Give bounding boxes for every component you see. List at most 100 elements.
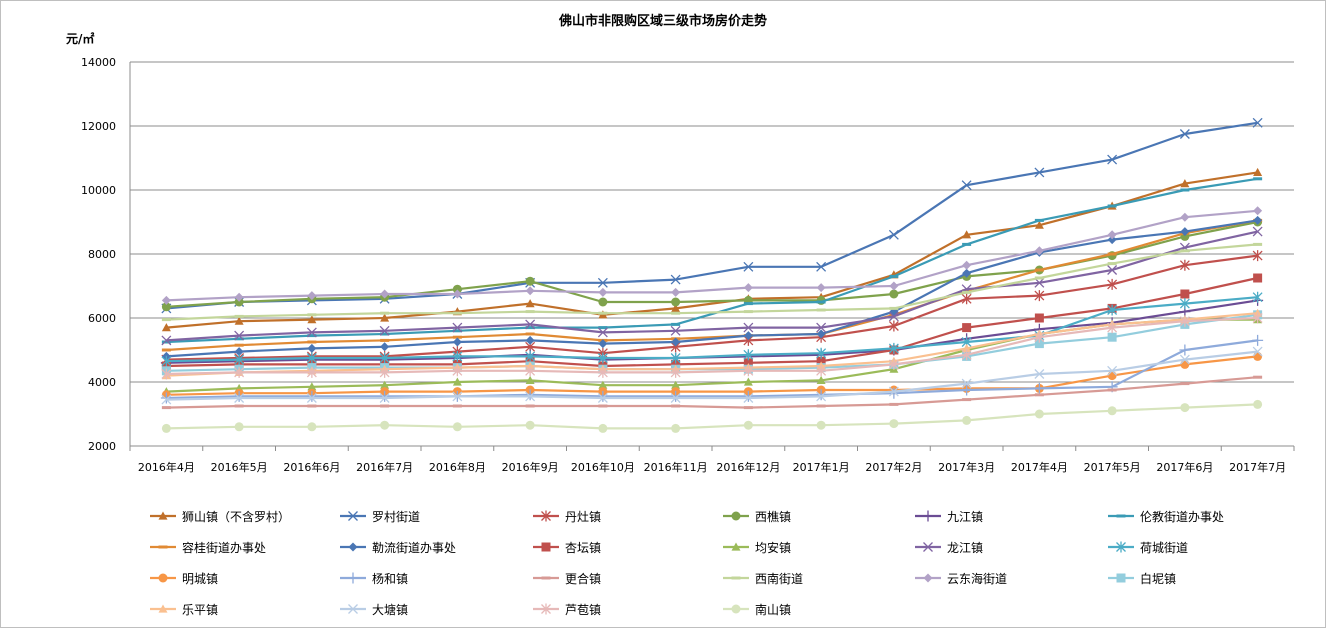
legend-item: 荷城街道 xyxy=(1108,537,1188,557)
legend-label: 容桂街道办事处 xyxy=(182,540,267,555)
series-line xyxy=(166,276,1258,368)
data-point xyxy=(888,320,899,332)
legend-swatch xyxy=(915,510,941,522)
series-16 xyxy=(161,242,1263,322)
legend-item: 大塘镇 xyxy=(340,599,408,619)
data-point xyxy=(1034,393,1044,397)
data-point xyxy=(525,420,535,430)
data-point xyxy=(670,390,682,402)
series-lines xyxy=(160,117,1264,433)
gridlines xyxy=(130,61,1294,383)
data-point xyxy=(307,422,317,432)
data-point xyxy=(234,292,244,302)
legend-swatch xyxy=(150,573,176,583)
data-point xyxy=(307,313,317,317)
data-point xyxy=(962,415,972,425)
series-line xyxy=(166,219,1258,358)
data-point xyxy=(307,404,317,408)
data-point xyxy=(889,402,899,406)
legend-swatch xyxy=(915,542,941,552)
data-point xyxy=(525,332,535,336)
data-point xyxy=(743,393,754,403)
data-point xyxy=(160,392,172,404)
data-point xyxy=(234,337,244,341)
data-point xyxy=(671,404,681,408)
data-point xyxy=(888,229,899,240)
data-point xyxy=(816,300,826,304)
data-point xyxy=(525,310,535,314)
legend-swatch xyxy=(340,511,366,521)
data-point xyxy=(743,358,753,368)
data-point xyxy=(1034,277,1045,288)
data-point xyxy=(1252,226,1263,237)
data-point xyxy=(816,322,827,333)
data-point xyxy=(889,281,899,291)
data-point xyxy=(1180,227,1190,237)
data-point xyxy=(1107,365,1118,376)
data-point xyxy=(380,404,390,408)
data-point xyxy=(525,391,536,402)
x-tick-label: 2017年7月 xyxy=(1229,460,1286,474)
data-point xyxy=(525,365,536,377)
legend-label: 南山镇 xyxy=(755,602,792,617)
data-point xyxy=(816,391,827,402)
data-point xyxy=(1034,276,1044,280)
legend-swatch-marker xyxy=(541,603,551,615)
data-point xyxy=(671,311,681,315)
data-point xyxy=(1180,403,1190,413)
data-point xyxy=(598,339,608,349)
legend-swatch xyxy=(340,572,366,584)
data-point xyxy=(815,389,827,401)
data-point xyxy=(743,349,754,361)
data-point xyxy=(1033,382,1045,394)
series-4 xyxy=(161,217,1263,312)
x-tick-label: 2016年4月 xyxy=(138,460,195,474)
legend-swatch-marker xyxy=(158,511,168,520)
data-point xyxy=(379,393,390,403)
legend-swatch xyxy=(340,542,366,552)
legend-label: 芦苞镇 xyxy=(565,602,602,617)
data-point xyxy=(1034,369,1045,379)
x-tick-label: 2016年8月 xyxy=(429,460,486,474)
data-point xyxy=(816,356,826,366)
data-point xyxy=(1252,334,1264,346)
series-line xyxy=(166,171,1258,329)
data-point xyxy=(380,420,390,430)
data-point xyxy=(962,289,972,293)
series-15 xyxy=(161,375,1263,410)
data-point xyxy=(889,274,899,278)
legend-swatch xyxy=(1108,573,1134,583)
data-point xyxy=(306,366,317,378)
series-line xyxy=(166,219,1258,352)
legend-label: 杨和镇 xyxy=(372,571,409,586)
legend-swatch xyxy=(150,545,176,549)
data-point xyxy=(598,380,608,389)
x-tick-label: 2016年5月 xyxy=(211,460,268,474)
legend-swatch-marker xyxy=(1116,541,1126,553)
data-point xyxy=(306,390,318,402)
data-point xyxy=(962,343,972,352)
data-point xyxy=(1107,154,1118,165)
data-point xyxy=(161,340,171,344)
data-point xyxy=(1253,242,1263,246)
data-point xyxy=(670,274,681,285)
y-tick-label: 2000 xyxy=(88,440,116,453)
data-point xyxy=(161,355,172,367)
legend-item: 均安镇 xyxy=(723,537,791,557)
data-point xyxy=(1253,351,1263,361)
series-20 xyxy=(161,346,1263,405)
data-point xyxy=(597,277,608,288)
data-point xyxy=(889,419,899,429)
data-point xyxy=(161,302,171,312)
legend-swatch-marker xyxy=(731,542,741,551)
legend-label: 狮山镇（不含罗村） xyxy=(182,509,291,524)
x-tick-label: 2017年2月 xyxy=(865,460,922,474)
legend-swatch-marker xyxy=(731,511,741,521)
data-point xyxy=(525,335,535,345)
legend-label: 杏坛镇 xyxy=(565,540,602,555)
legend-item: 白坭镇 xyxy=(1108,568,1176,588)
legend-swatch xyxy=(1108,514,1134,518)
y-tick-label: 6000 xyxy=(88,312,116,325)
series-line xyxy=(166,254,1258,361)
y-tick-label: 4000 xyxy=(88,376,116,389)
